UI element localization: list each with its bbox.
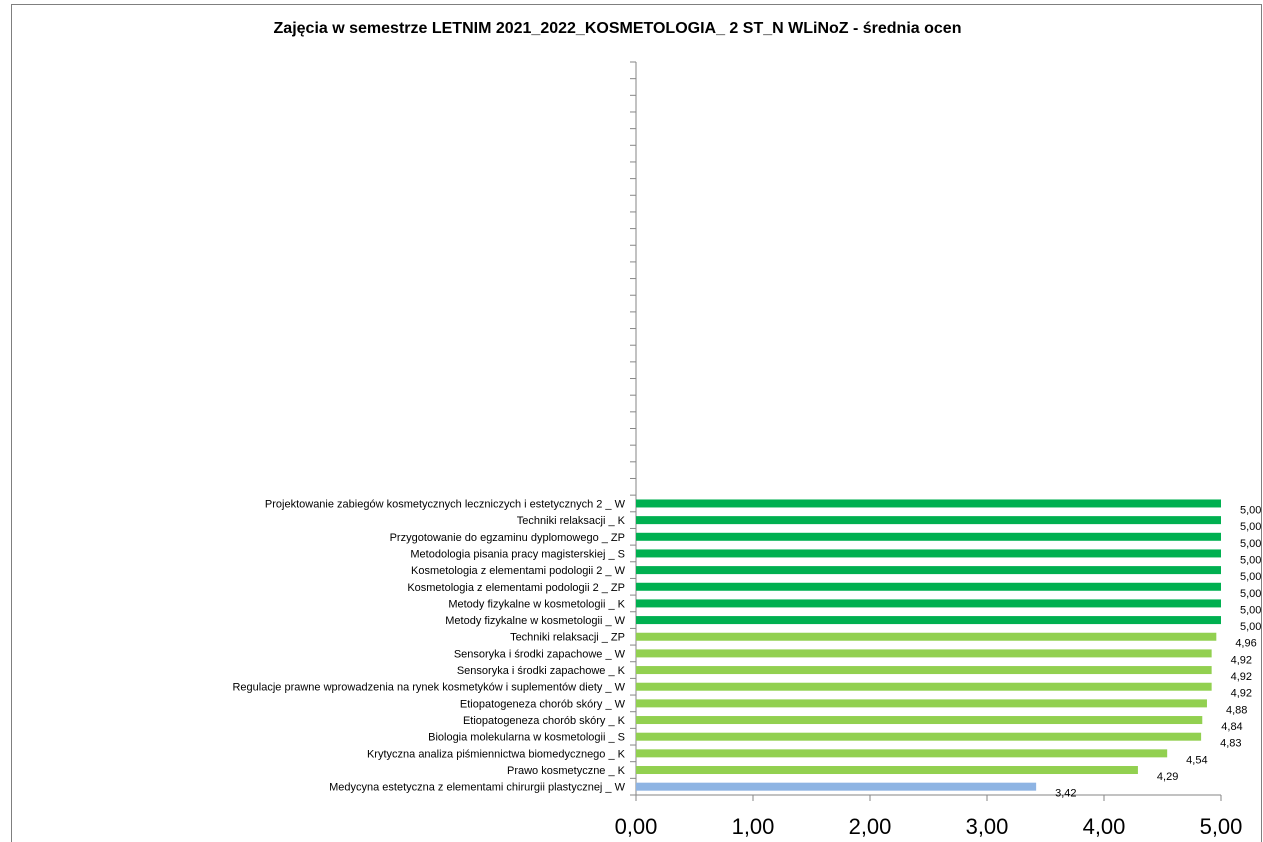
x-tick-label: 0,00: [615, 814, 658, 839]
category-label: Projektowanie zabiegów kosmetycznych lec…: [265, 498, 626, 510]
category-label: Kosmetologia z elementami podologii 2 _ …: [407, 582, 625, 594]
data-label: 5,00: [1240, 588, 1261, 600]
category-label: Biologia molekularna w kosmetologii _ S: [428, 732, 625, 744]
category-label: Etiopatogeneza chorób skóry _ W: [460, 698, 626, 710]
bar: [636, 616, 1221, 625]
data-label: 4,92: [1231, 654, 1252, 666]
data-label: 5,00: [1240, 554, 1261, 566]
category-label: Metodologia pisania pracy magisterskiej …: [410, 548, 625, 560]
data-label: 5,00: [1240, 571, 1261, 583]
data-label: 4,29: [1157, 771, 1178, 783]
bar: [636, 682, 1212, 691]
category-label: Etiopatogeneza chorób skóry _ K: [463, 715, 626, 727]
bar: [636, 599, 1221, 608]
category-label: Regulacje prawne wprowadzenia na rynek k…: [232, 682, 625, 694]
data-label: 4,96: [1235, 638, 1256, 650]
bar: [636, 732, 1202, 741]
category-label: Medycyna estetyczna z elementami chirurg…: [329, 782, 626, 794]
bar: [636, 532, 1221, 541]
data-label: 4,92: [1231, 671, 1252, 683]
x-tick-label: 1,00: [732, 814, 775, 839]
x-tick-label: 5,00: [1200, 814, 1243, 839]
chart-title: Zajęcia w semestrze LETNIM 2021_2022_KOS…: [273, 20, 962, 37]
category-label: Kosmetologia z elementami podologii 2 _ …: [411, 565, 626, 577]
bar: [636, 666, 1212, 675]
category-label: Krytyczna analiza piśmiennictwa biomedyc…: [367, 748, 626, 760]
data-label: 5,00: [1240, 538, 1261, 550]
category-label: Techniki relaksacji _ ZP: [510, 632, 625, 644]
data-label: 4,92: [1231, 688, 1252, 700]
data-label: 3,42: [1055, 788, 1076, 800]
bar: [636, 749, 1168, 758]
data-label: 5,00: [1240, 621, 1261, 633]
bar: [636, 582, 1221, 591]
data-label: 4,84: [1221, 721, 1242, 733]
category-label: Sensoryka i środki zapachowe _ K: [457, 665, 626, 677]
x-tick-label: 3,00: [966, 814, 1009, 839]
bar: [636, 649, 1212, 658]
bar: [636, 499, 1221, 508]
bar: [636, 632, 1217, 641]
x-tick-label: 4,00: [1083, 814, 1126, 839]
category-label: Metody fizykalne w kosmetologii _ K: [448, 598, 625, 610]
category-label: Metody fizykalne w kosmetologii _ W: [445, 615, 625, 627]
data-label: 5,00: [1240, 521, 1261, 533]
data-label: 4,88: [1226, 704, 1247, 716]
bar: [636, 716, 1203, 725]
data-label: 4,54: [1186, 754, 1207, 766]
data-label: 4,83: [1220, 738, 1241, 750]
bar: [636, 549, 1221, 558]
bar: [636, 766, 1138, 775]
data-label: 5,00: [1240, 504, 1261, 516]
bar: [636, 782, 1037, 791]
category-label: Prawo kosmetyczne _ K: [507, 765, 626, 777]
category-label: Przygotowanie do egzaminu dyplomowego _ …: [390, 532, 625, 544]
category-label: Sensoryka i środki zapachowe _ W: [454, 648, 626, 660]
data-label: 5,00: [1240, 604, 1261, 616]
category-label: Techniki relaksacji _ K: [517, 515, 626, 527]
chart-frame: [11, 4, 1262, 842]
bar: [636, 699, 1207, 708]
x-tick-label: 2,00: [849, 814, 892, 839]
bar: [636, 516, 1221, 525]
bar: [636, 566, 1221, 575]
